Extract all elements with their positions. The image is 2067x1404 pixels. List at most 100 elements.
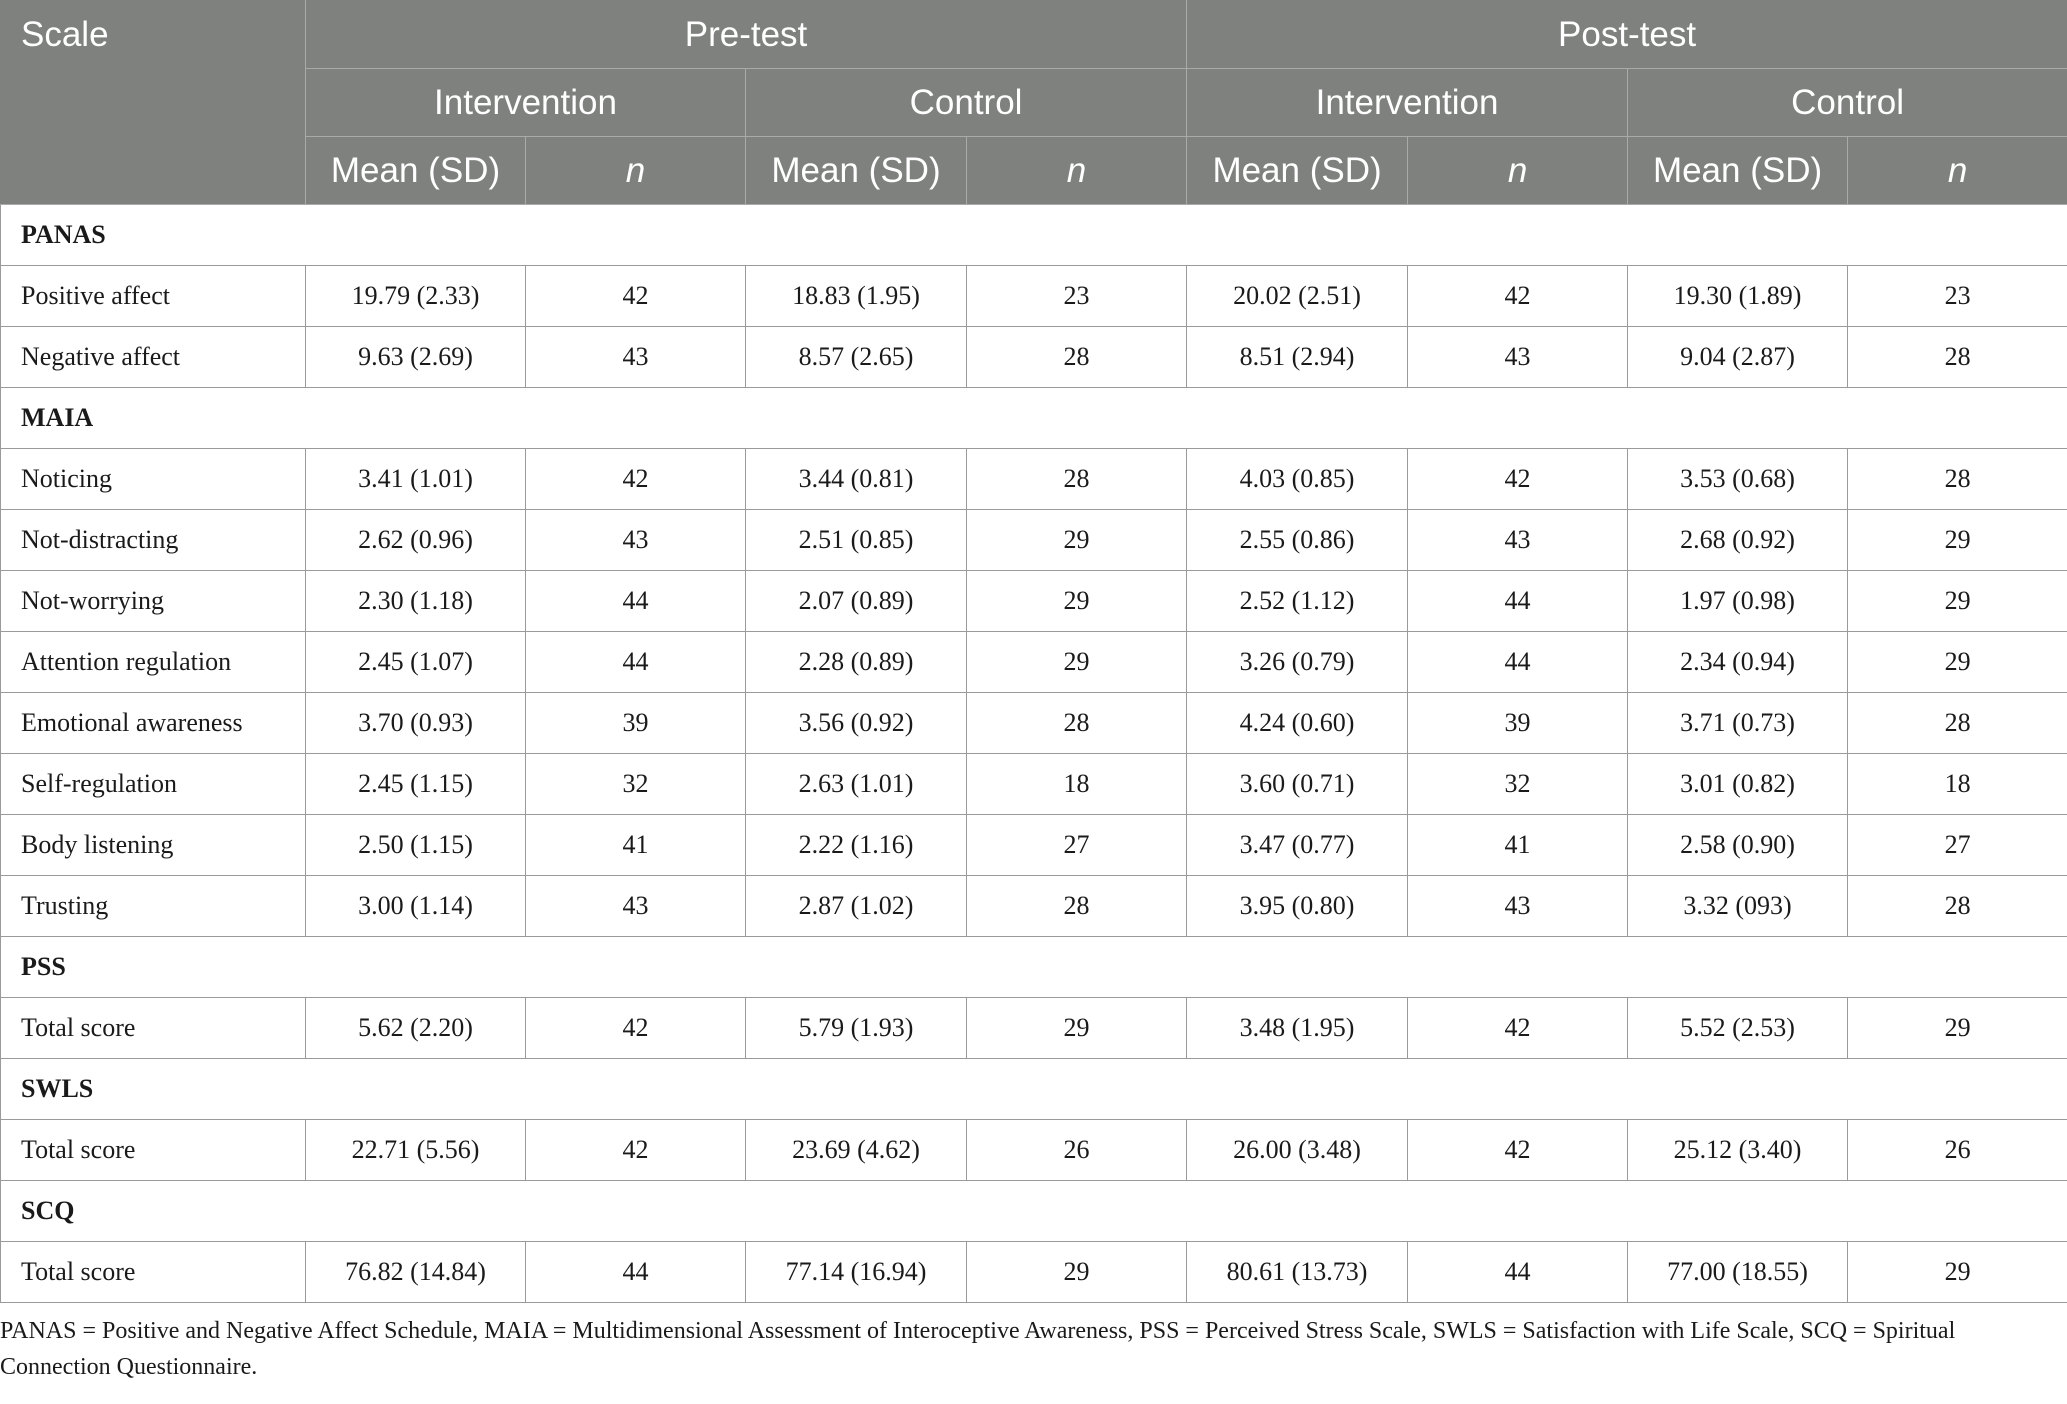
scale-column-header: Scale <box>0 0 306 205</box>
n-cell: 18 <box>1847 753 2067 815</box>
header-row-stat: Mean (SD) n Mean (SD) n Mean (SD) n Mean… <box>1 136 2067 205</box>
mean-sd-cell: 9.04 (2.87) <box>1627 326 1849 388</box>
n-cell: 28 <box>1847 692 2067 754</box>
mean-sd-cell: 19.30 (1.89) <box>1627 265 1849 327</box>
n-cell: 29 <box>1847 509 2067 571</box>
mean-sd-cell: 2.45 (1.07) <box>305 631 526 693</box>
n-cell: 41 <box>525 814 746 876</box>
mean-sd-cell: 2.52 (1.12) <box>1186 570 1409 632</box>
table-row: Trusting 3.00 (1.14) 43 2.87 (1.02) 28 3.95 (… <box>0 875 2067 937</box>
n-cell: 29 <box>965 997 1188 1059</box>
n-header: n <box>525 136 746 205</box>
n-cell: 26 <box>1847 1119 2067 1181</box>
n-cell: 32 <box>1407 753 1629 815</box>
mean-sd-cell: 3.32 (093) <box>1627 875 1849 937</box>
mean-sd-header: Mean (SD) <box>1627 136 1849 205</box>
n-cell: 42 <box>1407 265 1629 327</box>
table-row: Positive affect 19.79 (2.33) 42 18.83 (1.95… <box>0 265 2067 327</box>
mean-sd-cell: 3.48 (1.95) <box>1186 997 1409 1059</box>
table-row: Negative affect 9.63 (2.69) 43 8.57 (2.65) 2… <box>0 326 2067 388</box>
mean-sd-cell: 3.95 (0.80) <box>1186 875 1409 937</box>
row-label: Total score <box>0 1241 306 1303</box>
mean-sd-cell: 2.63 (1.01) <box>745 753 967 815</box>
n-cell: 42 <box>1407 1119 1629 1181</box>
table-row: Not-worrying 2.30 (1.18) 44 2.07 (0.89) 29 2.… <box>0 570 2067 632</box>
mean-sd-cell: 20.02 (2.51) <box>1186 265 1409 327</box>
pre-test-header: Pre-test <box>304 0 1188 69</box>
mean-sd-cell: 4.03 (0.85) <box>1186 448 1409 510</box>
mean-sd-cell: 80.61 (13.73) <box>1186 1241 1409 1303</box>
row-label: Negative affect <box>0 326 306 388</box>
mean-sd-cell: 22.71 (5.56) <box>305 1119 526 1181</box>
mean-sd-cell: 3.01 (0.82) <box>1627 753 1849 815</box>
n-cell: 42 <box>525 1119 746 1181</box>
n-cell: 41 <box>1407 814 1629 876</box>
mean-sd-cell: 3.70 (0.93) <box>305 692 526 754</box>
n-cell: 26 <box>965 1119 1188 1181</box>
mean-sd-cell: 2.58 (0.90) <box>1627 814 1849 876</box>
n-cell: 42 <box>525 448 746 510</box>
n-cell: 43 <box>1407 326 1629 388</box>
n-cell: 43 <box>1407 509 1629 571</box>
mean-sd-cell: 25.12 (3.40) <box>1627 1119 1849 1181</box>
mean-sd-cell: 2.62 (0.96) <box>305 509 526 571</box>
header-row-period: Scale Pre-test Post-test <box>0 0 2067 205</box>
n-cell: 28 <box>1847 448 2067 510</box>
mean-sd-cell: 2.45 (1.15) <box>305 753 526 815</box>
table-footnote: PANAS = Positive and Negative Affect Sch… <box>0 1318 1956 1380</box>
n-cell: 28 <box>1847 875 2067 937</box>
table-header: Scale Pre-test Post-test Intervention Co… <box>0 0 2067 205</box>
table-row: Attention regulation 2.45 (1.07) 44 2.28 (0… <box>0 631 2067 693</box>
n-cell: 23 <box>1847 265 2067 327</box>
n-cell: 43 <box>525 875 746 937</box>
mean-sd-cell: 3.56 (0.92) <box>745 692 967 754</box>
pre-control-header: Control <box>744 68 1188 137</box>
row-label: Total score <box>0 1119 306 1181</box>
table-row: Emotional awareness 3.70 (0.93) 39 3.56 (0.… <box>0 692 2067 754</box>
post-intervention-header: Intervention <box>1186 68 1629 137</box>
mean-sd-cell: 3.00 (1.14) <box>305 875 526 937</box>
n-cell: 29 <box>1847 570 2067 632</box>
row-label: Body listening <box>0 814 306 876</box>
section-label: MAIA <box>0 387 2067 449</box>
table-row: Total score 5.62 (2.20) 42 5.79 (1.93) 29 3.4… <box>0 997 2067 1059</box>
section-label: PSS <box>0 936 2067 998</box>
n-header: n <box>1847 136 2067 205</box>
table-row: Not-distracting 2.62 (0.96) 43 2.51 (0.85) 2… <box>0 509 2067 571</box>
row-label: Not-distracting <box>0 509 306 571</box>
table-body: PANAS Positive affect 19.79 (2.33) 42 18.83 … <box>0 204 2067 1303</box>
n-cell: 29 <box>965 631 1188 693</box>
mean-sd-cell: 3.47 (0.77) <box>1186 814 1409 876</box>
pre-intervention-header: Intervention <box>305 68 746 137</box>
post-control-header: Control <box>1627 68 2067 137</box>
n-cell: 29 <box>1847 997 2067 1059</box>
mean-sd-cell: 2.07 (0.89) <box>745 570 967 632</box>
n-cell: 42 <box>525 265 746 327</box>
n-cell: 42 <box>1407 997 1629 1059</box>
n-cell: 43 <box>525 326 746 388</box>
n-cell: 29 <box>965 570 1188 632</box>
section-label: SWLS <box>0 1058 2067 1120</box>
mean-sd-cell: 2.87 (1.02) <box>745 875 967 937</box>
row-label: Trusting <box>0 875 306 937</box>
n-cell: 44 <box>525 1241 746 1303</box>
mean-sd-header: Mean (SD) <box>305 136 526 205</box>
n-cell: 39 <box>525 692 746 754</box>
mean-sd-cell: 5.52 (2.53) <box>1627 997 1849 1059</box>
row-label: Total score <box>0 997 306 1059</box>
mean-sd-cell: 3.71 (0.73) <box>1627 692 1849 754</box>
table-row: Noticing 3.41 (1.01) 42 3.44 (0.81) 28 4.03 (… <box>0 448 2067 510</box>
n-cell: 44 <box>1407 631 1629 693</box>
mean-sd-cell: 2.68 (0.92) <box>1627 509 1849 571</box>
mean-sd-cell: 1.97 (0.98) <box>1627 570 1849 632</box>
section-row: MAIA <box>0 387 2067 449</box>
results-table: Scale Pre-test Post-test Intervention Co… <box>0 0 2067 1303</box>
n-cell: 27 <box>965 814 1188 876</box>
section-label: PANAS <box>0 204 2067 266</box>
n-cell: 29 <box>1847 1241 2067 1303</box>
mean-sd-cell: 77.00 (18.55) <box>1627 1241 1849 1303</box>
post-test-header: Post-test <box>1186 0 2067 69</box>
n-cell: 44 <box>525 570 746 632</box>
n-cell: 28 <box>965 448 1188 510</box>
mean-sd-cell: 3.26 (0.79) <box>1186 631 1409 693</box>
